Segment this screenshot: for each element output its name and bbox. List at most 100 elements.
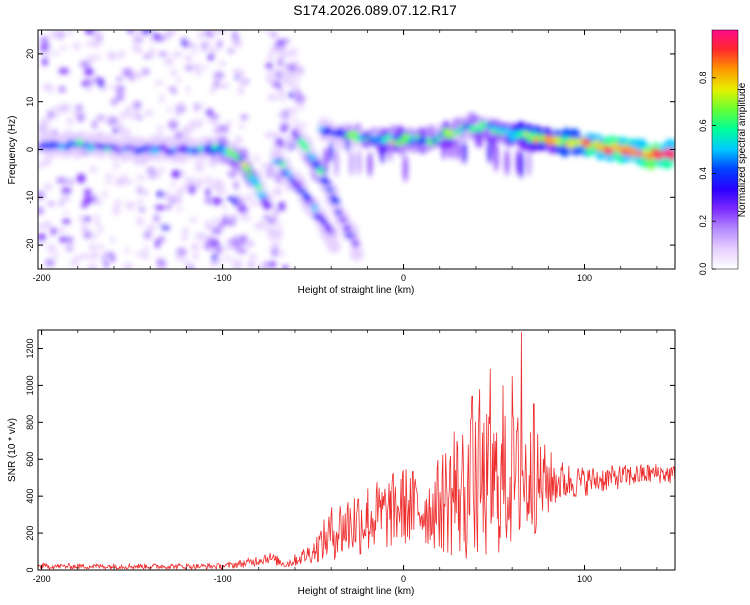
- noise-blob: [288, 91, 295, 99]
- colorbar-tick-label: 0.2: [698, 215, 708, 228]
- noise-blob: [173, 111, 183, 117]
- upper-ridge-streak: [387, 144, 393, 163]
- upper-ridge-streak: [322, 147, 328, 177]
- snr-x-tick-label: -100: [214, 574, 232, 584]
- noise-blob: [265, 74, 273, 84]
- noise-blob: [282, 143, 294, 149]
- noise-blob: [300, 122, 308, 128]
- noise-blob: [122, 262, 133, 269]
- noise-blob: [244, 193, 253, 201]
- noise-blob: [201, 42, 207, 50]
- noise-blob: [217, 39, 223, 49]
- noise-blob: [168, 86, 176, 92]
- noise-blob: [78, 215, 85, 222]
- spectrogram-x-label: Height of straight line (km): [298, 285, 415, 296]
- noise-blob: [267, 162, 274, 170]
- spectrogram-y-label: Frequency (Hz): [7, 116, 18, 185]
- noise-blob: [117, 50, 126, 59]
- noise-blob: [47, 201, 55, 207]
- noise-blob: [237, 205, 248, 211]
- noise-blob: [42, 52, 53, 57]
- noise-blob: [277, 51, 289, 59]
- noise-blob: [159, 166, 165, 172]
- noise-blob: [176, 247, 187, 257]
- spectrogram-y-tick-label: 20: [25, 49, 35, 59]
- noise-blob: [61, 218, 71, 225]
- noise-blob: [143, 30, 152, 34]
- upper-ridge-streak: [356, 149, 362, 176]
- noise-blob: [154, 170, 161, 179]
- noise-blob: [209, 47, 218, 55]
- snr-y-label: SNR (10 * v/v): [7, 418, 18, 482]
- main-ridge-core: [238, 155, 245, 162]
- noise-blob: [275, 70, 283, 80]
- noise-blob: [155, 238, 160, 249]
- noise-blob: [136, 199, 144, 205]
- noise-blob: [234, 233, 240, 239]
- upper-ridge-streak: [345, 137, 351, 152]
- noise-blob: [98, 81, 104, 88]
- main-ridge-core: [255, 183, 263, 191]
- noise-blob: [143, 190, 150, 197]
- noise-blob: [208, 30, 214, 39]
- noise-blob: [277, 251, 286, 256]
- noise-blob: [92, 232, 97, 240]
- noise-blob: [65, 246, 74, 251]
- noise-blob: [240, 215, 252, 221]
- noise-blob: [116, 76, 123, 82]
- upper-ridge-streak: [455, 138, 461, 161]
- noise-blob: [64, 209, 69, 216]
- noise-blob: [136, 174, 146, 181]
- noise-blob: [244, 241, 254, 248]
- noise-blob: [67, 30, 73, 37]
- noise-blob: [154, 80, 165, 86]
- colorbar-label: Normalized spectral amplitude: [737, 82, 748, 217]
- upper-ridge-core: [434, 135, 441, 142]
- noise-blob: [277, 57, 284, 67]
- colorbar-tick-label: 0.4: [698, 167, 708, 180]
- noise-blob: [87, 82, 93, 93]
- noise-blob: [38, 233, 46, 242]
- noise-blob: [58, 85, 66, 94]
- noise-blob: [267, 51, 274, 61]
- noise-blob: [53, 112, 60, 118]
- figure-title: S174.2026.089.07.12.R17: [293, 2, 457, 18]
- noise-blob: [177, 206, 183, 213]
- noise-blob: [62, 177, 68, 185]
- noise-blob: [38, 163, 44, 168]
- noise-blob: [52, 105, 61, 111]
- noise-blob: [171, 180, 176, 188]
- noise-blob: [72, 42, 81, 51]
- upper-ridge-streak: [441, 140, 447, 160]
- noise-blob: [215, 188, 227, 195]
- noise-blob: [271, 247, 279, 257]
- noise-blob: [96, 244, 105, 250]
- noise-blob: [210, 84, 216, 95]
- noise-blob: [218, 61, 226, 66]
- branch-2-core: [291, 128, 299, 137]
- noise-blob: [284, 70, 295, 76]
- noise-blob: [264, 131, 275, 139]
- noise-blob: [194, 102, 199, 112]
- noise-blob: [50, 30, 62, 39]
- noise-blob: [148, 174, 157, 179]
- noise-blob: [164, 57, 175, 67]
- noise-blob: [275, 137, 283, 146]
- noise-blob: [222, 214, 228, 222]
- noise-blob: [186, 85, 191, 94]
- branch-2-core: [341, 217, 348, 223]
- noise-blob: [227, 214, 237, 219]
- spectrogram-x-tick-label: -200: [33, 273, 51, 283]
- branch-1-core: [299, 188, 307, 194]
- noise-blob: [104, 173, 115, 179]
- noise-blob: [58, 201, 63, 207]
- noise-blob: [118, 124, 125, 131]
- branch-2-core: [324, 187, 335, 193]
- noise-blob: [231, 30, 238, 41]
- noise-blob: [39, 36, 50, 44]
- noise-blob: [260, 162, 267, 170]
- noise-blob: [157, 125, 164, 133]
- noise-blob: [238, 123, 245, 129]
- noise-blob: [237, 85, 244, 96]
